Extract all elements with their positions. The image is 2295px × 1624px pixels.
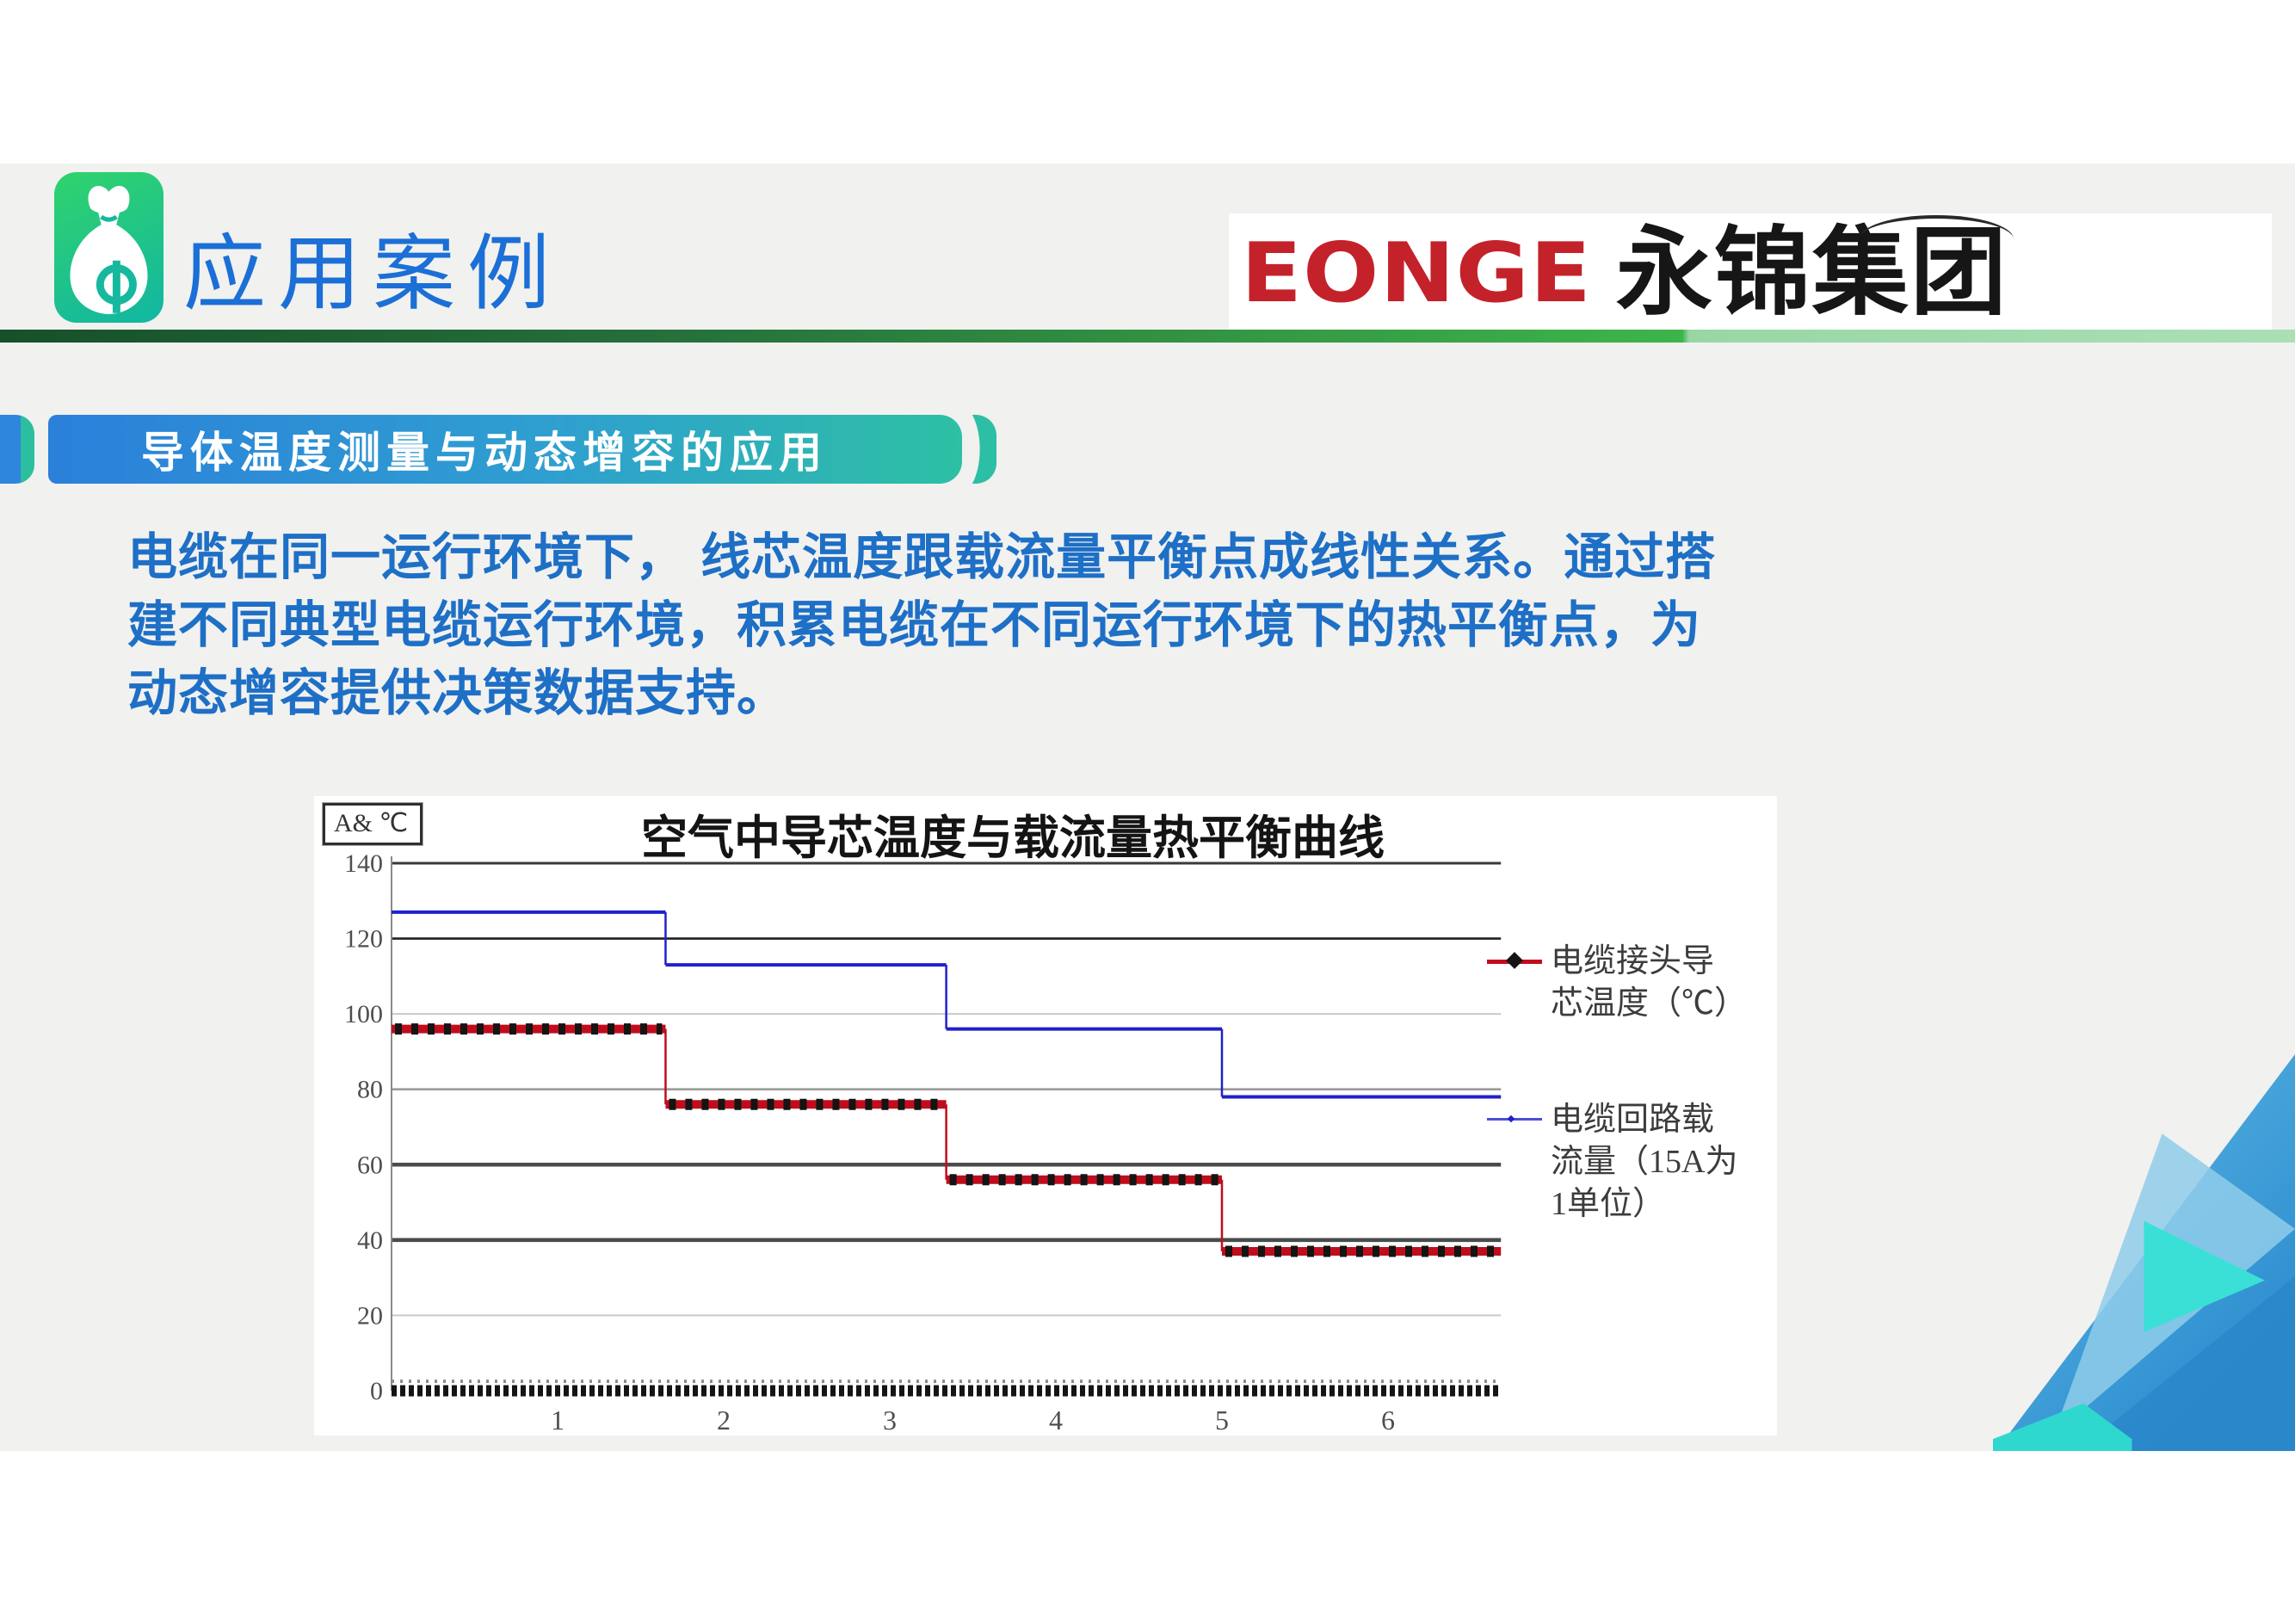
legend-label-line: 电缆回路载 [1551, 1102, 1715, 1138]
chart-unit-box: A& ℃ [321, 802, 424, 846]
legend-label-line: 1单位） [1551, 1186, 1666, 1222]
intro-paragraph: 电缆在同一运行环境下， 线芯温度跟载流量平衡点成线性关系。通过搭 建不同典型电缆… [127, 523, 2158, 727]
y-tick-label: 120 [344, 925, 383, 954]
y-tick-label: 80 [357, 1076, 383, 1104]
paragraph-line: 电缆在同一运行环境下， 线芯温度跟载流量平衡点成线性关系。通过搭 [127, 529, 1717, 585]
y-tick-label: 100 [344, 1000, 383, 1028]
y-tick-label: 60 [357, 1151, 383, 1179]
legend-diamond-marker-icon [1487, 952, 1542, 969]
paragraph-line: 动态增容提供决策数据支持。 [127, 665, 788, 721]
x-tick-label: 1 [551, 1405, 564, 1436]
corner-triangle-decoration [1993, 1054, 2295, 1451]
legend-label: 电缆回路载流量（15A为 1单位） [1551, 1099, 1737, 1226]
y-tick-label: 140 [344, 849, 383, 878]
money-bag-glyph [70, 186, 148, 314]
section-banner: 导体温度测量与动态增容的应用 [48, 415, 962, 484]
paragraph-line: 建不同典型电缆运行环境，积累电缆在不同运行环境下的热平衡点，为 [127, 597, 1702, 653]
banner-tail-chevron-icon [971, 415, 996, 484]
x-tick-label: 3 [883, 1405, 897, 1436]
legend-item: 电缆接头导芯温度（℃） [1487, 941, 1747, 1025]
legend-label-line: 电缆接头导 [1551, 943, 1715, 979]
chart-panel: 0 20 40 60 80 100 120 140 1 2 3 4 5 6 A& ℃ 空气中导芯温度与载流… [314, 796, 1777, 1436]
banner-chevron-icon [0, 415, 34, 484]
legend-label: 电缆接头导芯温度（℃） [1551, 941, 1747, 1025]
legend-label-line: 流量（15A为 [1551, 1144, 1738, 1180]
legend-label-line: 芯温度（℃） [1551, 985, 1748, 1022]
y-tick-label: 40 [357, 1226, 383, 1255]
y-tick-label: 20 [357, 1301, 383, 1330]
header-divider-line [0, 330, 2295, 343]
y-tick-label: 0 [370, 1377, 383, 1405]
eonge-wordmark: EONGE [1241, 224, 1592, 322]
x-tick-label: 6 [1381, 1405, 1395, 1436]
section-banner-title: 导体温度测量与动态增容的应用 [141, 429, 828, 477]
money-bag-icon [54, 172, 163, 323]
chart-unit-label: A& ℃ [334, 809, 409, 837]
logo-chinese-name: 永锦集团 [1615, 219, 2008, 326]
chart-title: 空气中导芯温度与载流量热平衡曲线 [641, 812, 1385, 864]
logo-swoosh-arc [1859, 215, 2014, 239]
legend-line-marker-icon [1487, 1115, 1542, 1123]
company-logo: EONGE 永锦集团 [1229, 213, 2272, 332]
chart-plot: 0 20 40 60 80 100 120 140 1 2 3 4 5 6 [344, 849, 1502, 1436]
x-tick-label: 2 [717, 1405, 731, 1436]
x-tick-label: 4 [1049, 1405, 1063, 1436]
x-tick-label: 5 [1215, 1405, 1229, 1436]
legend-item: 电缆回路载流量（15A为 1单位） [1487, 1099, 1737, 1226]
page-title: 应用案例 [183, 228, 562, 320]
